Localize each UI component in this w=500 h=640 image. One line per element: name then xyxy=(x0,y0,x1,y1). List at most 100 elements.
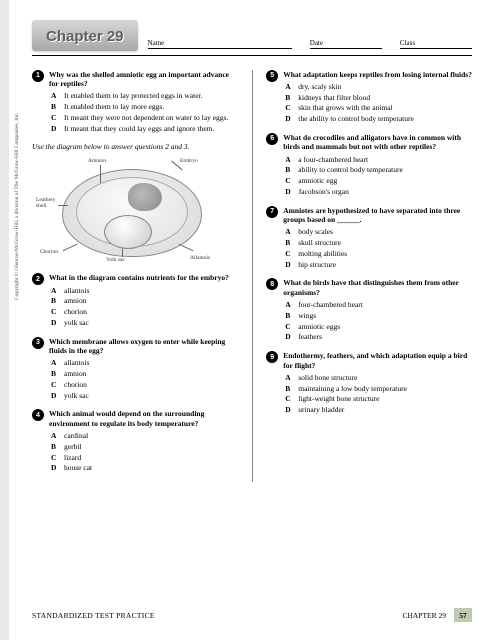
question: 7 Amniotes are hypothesized to have separ… xyxy=(266,206,472,271)
label-chorion: Chorion xyxy=(40,249,58,255)
question: 5What adaptation keeps reptiles from los… xyxy=(266,70,472,125)
answer-choice[interactable]: Clizard xyxy=(49,453,238,463)
answer-choice[interactable]: Bamnion xyxy=(49,369,238,379)
choice-text: chorion xyxy=(64,380,87,390)
choice-text: cardinal xyxy=(64,431,88,441)
answer-choice[interactable]: DJacobson's organ xyxy=(283,187,472,197)
chapter-badge: Chapter 29 xyxy=(32,20,138,51)
question-number: 7 xyxy=(266,206,278,218)
choice-text: It meant they were not dependent on wate… xyxy=(64,113,228,123)
choice-letter: C xyxy=(51,307,59,317)
date-field[interactable]: Date xyxy=(310,39,382,49)
label-allantois: Allantois xyxy=(190,255,210,261)
question: 4Which animal would depend on the surrou… xyxy=(32,409,238,474)
choice-letter: D xyxy=(285,260,293,270)
name-field[interactable]: Name xyxy=(148,39,292,49)
question-body: Amniotes are hypothesized to have separa… xyxy=(283,206,472,271)
answer-choice[interactable]: Clight-weight bone structure xyxy=(283,394,472,404)
label-amnion: Amnion xyxy=(88,158,106,164)
label-embryo: Embryo xyxy=(180,158,198,164)
question-text: Amniotes are hypothesized to have separa… xyxy=(283,206,472,225)
question: 3Which membrane allows oxygen to enter w… xyxy=(32,337,238,402)
choice-letter: C xyxy=(285,394,293,404)
question: 1 Why was the shelled amniotic egg an imp… xyxy=(32,70,238,135)
choice-letter: A xyxy=(285,300,293,310)
right-column: 5What adaptation keeps reptiles from los… xyxy=(266,70,472,483)
question-number: 6 xyxy=(266,133,278,145)
answer-choice[interactable]: Cchorion xyxy=(49,380,238,390)
choice-letter: B xyxy=(51,442,59,452)
answer-choice[interactable]: Dthe ability to control body temperature xyxy=(283,114,472,124)
choice-text: solid bone structure xyxy=(298,373,357,383)
choice-letter: C xyxy=(285,249,293,259)
choice-letter: D xyxy=(51,318,59,328)
choice-text: feathers xyxy=(298,332,322,342)
choice-letter: D xyxy=(285,187,293,197)
choice-text: skin that grows with the animal xyxy=(298,103,392,113)
label-yolk-sac: Yolk sac xyxy=(106,257,125,263)
choice-letter: A xyxy=(51,286,59,296)
answer-choice[interactable]: Bwings xyxy=(283,311,472,321)
question: 8 What do birds have that distinguishes t… xyxy=(266,278,472,343)
choice-text: maintaining a low body temperature xyxy=(298,384,407,394)
choice-text: chorion xyxy=(64,307,87,317)
answer-choice[interactable]: Adry, scaly skin xyxy=(283,82,472,92)
answer-choice[interactable]: Bskull structure xyxy=(283,238,472,248)
answer-choice[interactable]: Bkidneys that filter blood xyxy=(283,93,472,103)
header-fields: Name Date Class xyxy=(148,39,472,51)
question-text: What do birds have that distinguishes th… xyxy=(283,278,472,297)
answer-choice[interactable]: Camniotic eggs xyxy=(283,322,472,332)
choice-letter: B xyxy=(285,384,293,394)
choice-text: amnion xyxy=(64,369,87,379)
answer-choice[interactable]: Durinary bladder xyxy=(283,405,472,415)
answer-choice[interactable]: Dhip structure xyxy=(283,260,472,270)
choice-letter: D xyxy=(285,405,293,415)
choice-text: hip structure xyxy=(298,260,336,270)
answer-choice[interactable]: Cskin that grows with the animal xyxy=(283,103,472,113)
choice-letter: B xyxy=(285,238,293,248)
choice-text: allantois xyxy=(64,358,89,368)
choice-letter: B xyxy=(285,311,293,321)
answer-choice[interactable]: Bability to control body temperature xyxy=(283,165,472,175)
answer-choice[interactable]: Bmaintaining a low body temperature xyxy=(283,384,472,394)
choice-text: body scales xyxy=(298,227,333,237)
question-number: 1 xyxy=(32,70,44,82)
header-rule xyxy=(32,55,472,56)
column-divider xyxy=(252,70,253,483)
choice-letter: A xyxy=(51,358,59,368)
answer-choice[interactable]: Aallantois xyxy=(49,358,238,368)
answer-choice[interactable]: Camniotic egg xyxy=(283,176,472,186)
choice-letter: B xyxy=(285,93,293,103)
answer-choice[interactable]: AIt enabled them to lay protected eggs i… xyxy=(49,91,238,101)
choice-letter: B xyxy=(51,369,59,379)
answer-choice[interactable]: Cmolting abilities xyxy=(283,249,472,259)
page-edge-tab xyxy=(0,0,9,640)
answer-choice[interactable]: Acardinal xyxy=(49,431,238,441)
choice-letter: B xyxy=(51,102,59,112)
choice-text: ability to control body temperature xyxy=(298,165,403,175)
answer-choice[interactable]: Aallantois xyxy=(49,286,238,296)
answer-choice[interactable]: Dhouse cat xyxy=(49,463,238,473)
class-field[interactable]: Class xyxy=(400,39,472,49)
answer-choice[interactable]: Asolid bone structure xyxy=(283,373,472,383)
answer-choice[interactable]: Aa four-chambered heart xyxy=(283,155,472,165)
choice-text: It meant that they could lay eggs and ig… xyxy=(64,124,214,134)
choice-text: amniotic eggs xyxy=(298,322,340,332)
answer-choice[interactable]: Bgerbil xyxy=(49,442,238,452)
left-column: 1 Why was the shelled amniotic egg an imp… xyxy=(32,70,238,483)
answer-choice[interactable]: Cchorion xyxy=(49,307,238,317)
choice-letter: D xyxy=(51,124,59,134)
answer-choice[interactable]: Afour-chambered heart xyxy=(283,300,472,310)
question-text: What do crocodiles and alligators have i… xyxy=(283,133,472,152)
question-text: Why was the shelled amniotic egg an impo… xyxy=(49,70,238,89)
answer-choice[interactable]: Dyolk sac xyxy=(49,318,238,328)
question-number: 8 xyxy=(266,278,278,290)
answer-choice[interactable]: CIt meant they were not dependent on wat… xyxy=(49,113,238,123)
answer-choice[interactable]: D It meant that they could lay eggs and i… xyxy=(49,124,238,134)
answer-choice[interactable]: Dfeathers xyxy=(283,332,472,342)
question-text: What adaptation keeps reptiles from losi… xyxy=(283,70,472,79)
answer-choice[interactable]: Bamnion xyxy=(49,296,238,306)
answer-choice[interactable]: Dyolk sac xyxy=(49,391,238,401)
answer-choice[interactable]: Abody scales xyxy=(283,227,472,237)
answer-choice[interactable]: BIt enabled them to lay more eggs. xyxy=(49,102,238,112)
